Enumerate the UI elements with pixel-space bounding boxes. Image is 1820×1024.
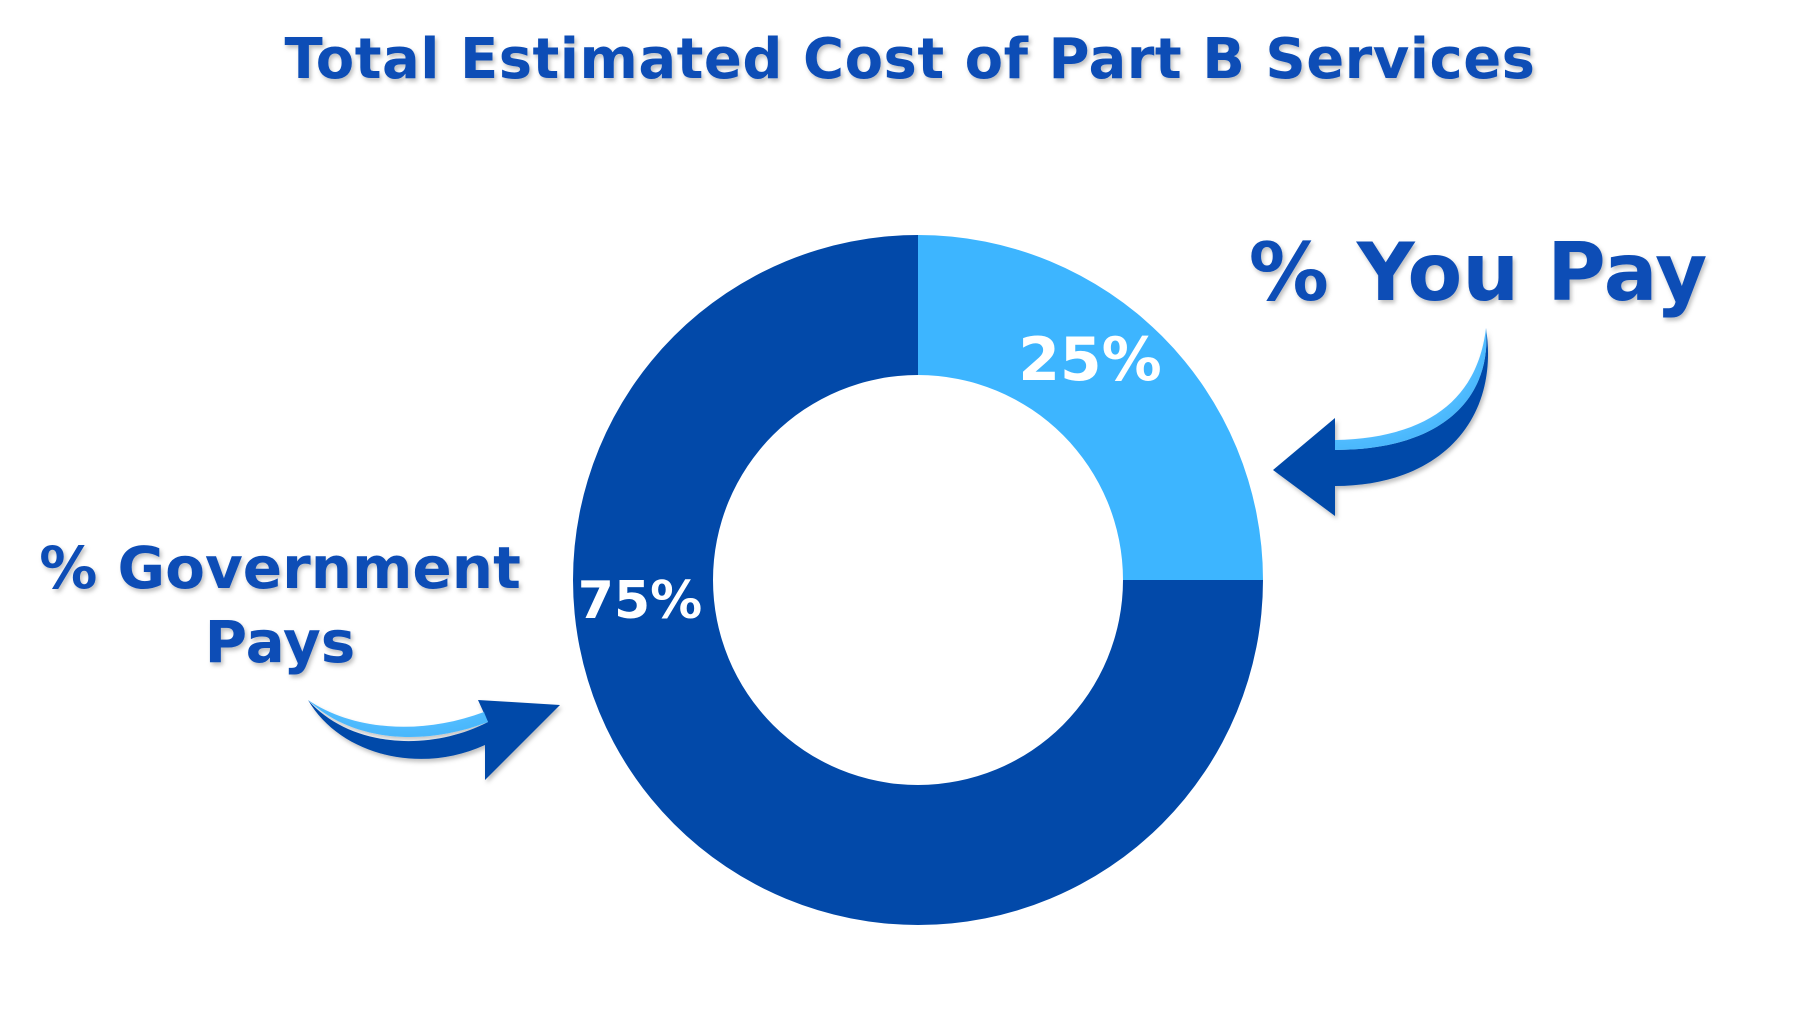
legend-label-you-pay: % You Pay	[1249, 226, 1708, 319]
chart-title: Total Estimated Cost of Part B Services	[284, 27, 1535, 92]
donut-slice-government-pays	[573, 235, 1263, 925]
donut-slices	[573, 235, 1263, 925]
slice-value-you-pay: 25%	[1018, 325, 1162, 395]
legend-label-government-line1: % Government	[39, 534, 521, 602]
slice-value-government: 75%	[578, 571, 702, 631]
legend-label-government-line2: Pays	[205, 608, 356, 676]
curved-arrow-left-icon	[1273, 328, 1489, 516]
curved-arrow-right-icon	[308, 700, 560, 780]
donut-slice-you-pay	[918, 235, 1263, 580]
